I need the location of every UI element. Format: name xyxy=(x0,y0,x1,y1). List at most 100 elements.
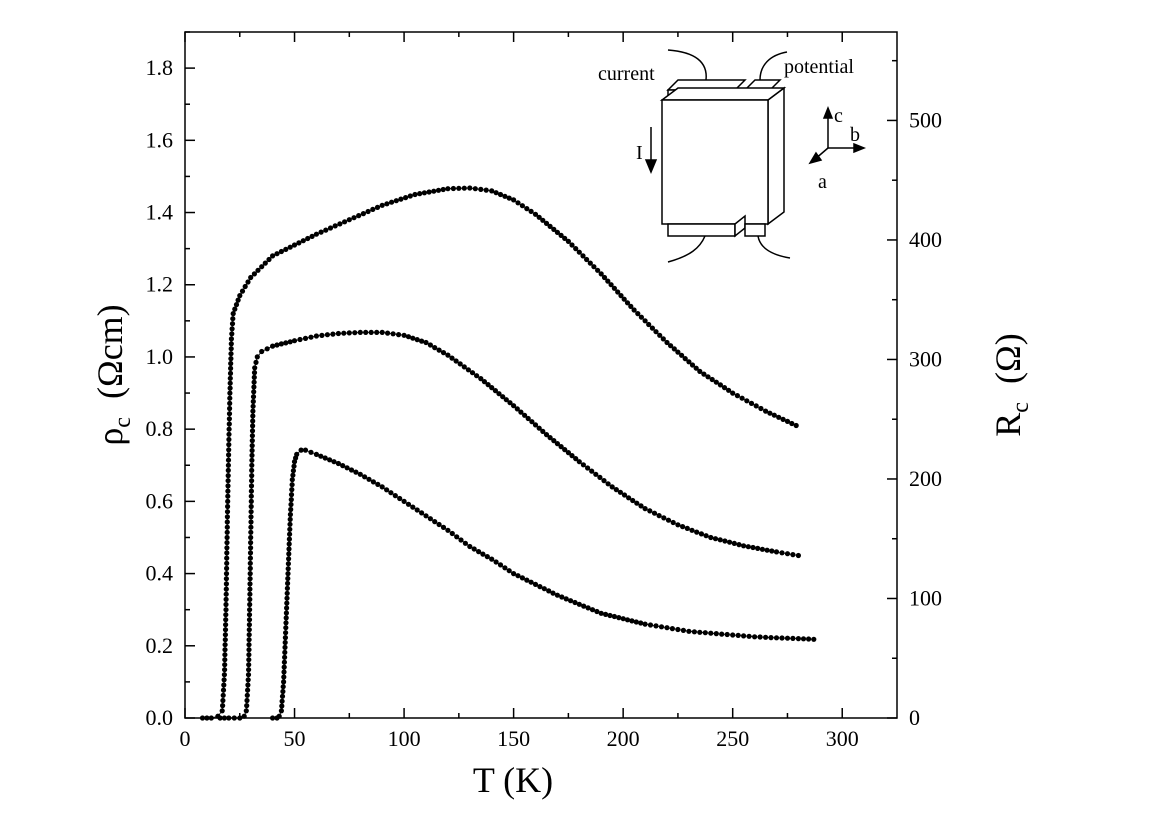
data-point xyxy=(576,601,582,607)
data-point xyxy=(584,256,590,263)
data-point xyxy=(283,340,289,346)
data-point xyxy=(335,330,341,337)
data-point xyxy=(344,465,350,471)
data-point xyxy=(593,471,599,477)
data-point xyxy=(223,591,229,597)
data-point xyxy=(225,493,231,499)
data-point xyxy=(393,198,399,204)
data-point xyxy=(285,566,291,572)
data-point xyxy=(537,584,543,590)
data-point xyxy=(689,527,695,533)
data-point xyxy=(750,544,756,551)
data-point xyxy=(519,203,526,209)
data-point xyxy=(225,462,231,468)
data-point xyxy=(689,362,696,368)
sample-inset xyxy=(644,49,867,263)
data-point xyxy=(679,352,685,358)
data-point xyxy=(287,521,293,527)
y-right-tick-label: 300 xyxy=(909,346,942,371)
data-point xyxy=(525,415,531,422)
data-point xyxy=(279,693,286,699)
data-point xyxy=(562,447,568,453)
data-point xyxy=(249,467,255,473)
data-point xyxy=(603,611,609,618)
data-point xyxy=(228,356,234,362)
data-point xyxy=(784,418,791,424)
data-point xyxy=(222,642,228,648)
data-point xyxy=(322,455,328,461)
data-point xyxy=(221,715,227,721)
data-point xyxy=(419,338,425,344)
data-point xyxy=(594,608,600,615)
data-point xyxy=(220,697,226,704)
data-point xyxy=(246,637,252,643)
data-point xyxy=(771,412,777,418)
data-point xyxy=(224,529,230,535)
data-point xyxy=(628,303,634,309)
data-point xyxy=(226,715,232,721)
y-left-tick-label: 0.2 xyxy=(146,633,174,658)
data-point xyxy=(795,636,802,642)
data-point xyxy=(302,335,309,341)
data-point xyxy=(235,297,241,303)
data-point xyxy=(243,708,249,714)
series-line xyxy=(202,187,797,719)
data-point xyxy=(653,623,659,629)
data-point xyxy=(741,633,747,639)
data-point xyxy=(288,497,294,503)
data-point xyxy=(352,330,358,336)
data-point xyxy=(283,615,289,621)
data-point xyxy=(661,515,667,521)
data-point xyxy=(608,282,614,288)
data-point xyxy=(454,534,460,540)
data-point xyxy=(247,607,253,613)
y-left-tick-label: 1.2 xyxy=(146,272,174,297)
data-point xyxy=(230,316,236,322)
data-point xyxy=(744,398,750,404)
data-point xyxy=(249,428,256,434)
data-point xyxy=(248,534,254,541)
data-point xyxy=(735,632,741,639)
data-point xyxy=(227,380,233,386)
data-point xyxy=(773,635,780,641)
data-point xyxy=(327,457,333,463)
data-point xyxy=(739,395,745,401)
data-point xyxy=(626,495,632,501)
data-point xyxy=(396,332,402,338)
data-point xyxy=(642,621,648,627)
data-point xyxy=(510,197,517,203)
data-point xyxy=(611,285,618,291)
data-point xyxy=(225,473,231,479)
data-point xyxy=(247,550,254,556)
data-point xyxy=(284,590,290,596)
data-point xyxy=(717,382,724,388)
data-point xyxy=(250,408,256,414)
data-point xyxy=(283,610,289,616)
data-point xyxy=(550,590,556,596)
data-point xyxy=(746,633,752,639)
data-point xyxy=(281,664,287,670)
data-point xyxy=(199,715,206,721)
data-point xyxy=(616,615,622,621)
data-point xyxy=(227,395,233,401)
data-point xyxy=(228,346,234,352)
data-point xyxy=(246,612,253,618)
data-point xyxy=(449,530,455,537)
data-point xyxy=(287,339,293,345)
data-point xyxy=(601,274,608,281)
data-point xyxy=(432,519,438,525)
x-tick-label: 0 xyxy=(180,726,191,751)
data-point xyxy=(701,371,707,377)
y-right-title-main: R xyxy=(988,413,1028,437)
data-point xyxy=(589,607,596,613)
data-point xyxy=(223,617,229,623)
data-point xyxy=(266,256,272,263)
data-point xyxy=(528,579,534,585)
data-point xyxy=(385,330,391,336)
data-point xyxy=(379,202,385,208)
data-point xyxy=(281,669,287,675)
tick-layer: 0 50 100 150 200 250 300 0.0 0.2 0.4 0.6 0.8 1.0 1.2 1… xyxy=(146,31,942,751)
data-point xyxy=(515,200,521,206)
data-point xyxy=(233,302,240,308)
data-point xyxy=(686,628,692,634)
